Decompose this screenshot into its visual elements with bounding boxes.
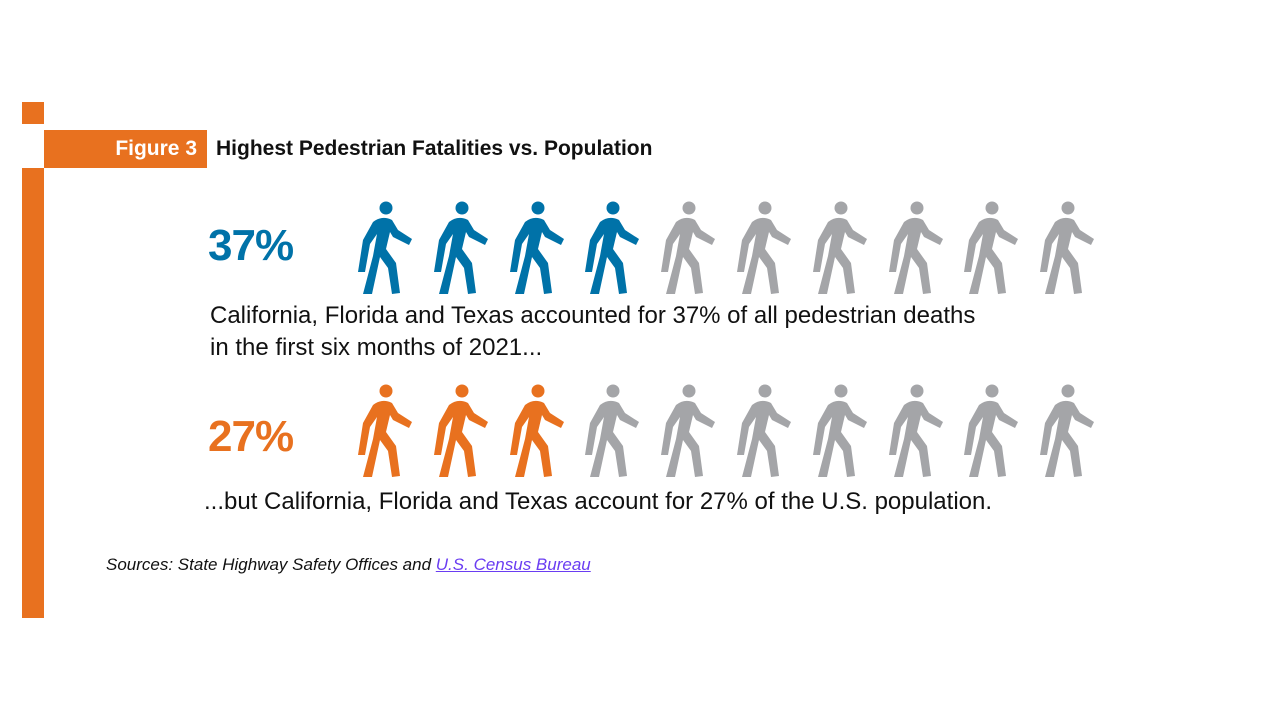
pedestrian-icon — [433, 384, 488, 477]
pedestrian-icon — [1040, 201, 1095, 294]
row-1-percentage: 37% — [208, 221, 294, 270]
pedestrian-icon — [661, 201, 716, 294]
accent-bar-top — [22, 102, 44, 124]
row-2-caption: ...but California, Florida and Texas acc… — [204, 486, 992, 518]
pedestrian-icon — [888, 201, 943, 294]
sources-note: Sources: State Highway Safety Offices an… — [106, 555, 591, 575]
pedestrian-icon — [509, 384, 564, 477]
row-2-pictograph — [352, 383, 1102, 483]
census-bureau-link[interactable]: U.S. Census Bureau — [435, 555, 591, 574]
pedestrian-icon — [585, 384, 640, 477]
row-2-caption-line-1: ...but California, Florida and Texas acc… — [204, 488, 993, 515]
pedestrian-icon — [509, 201, 564, 294]
pedestrian-icon — [358, 201, 412, 294]
pedestrian-icon — [737, 201, 791, 294]
pedestrian-icon — [433, 201, 488, 294]
pedestrian-icon — [585, 201, 640, 294]
figure-title: Highest Pedestrian Fatalities vs. Popula… — [216, 137, 653, 160]
row-1-caption-line-2: in the first six months of 2021... — [210, 334, 543, 361]
pedestrian-icon — [661, 384, 716, 477]
row-2-percentage: 27% — [208, 412, 294, 461]
accent-bar-left — [22, 168, 44, 618]
pedestrian-icon — [358, 384, 412, 477]
row-1-caption: California, Florida and Texas accounted … — [210, 300, 975, 364]
pedestrian-icon — [737, 384, 791, 477]
pedestrian-icon — [1040, 384, 1095, 477]
pedestrian-icon — [888, 384, 943, 477]
row-1-pictograph — [352, 200, 1102, 300]
pedestrian-icon — [812, 201, 867, 294]
pedestrian-icon — [812, 384, 867, 477]
pedestrian-icon — [964, 384, 1019, 477]
pedestrian-icon — [964, 201, 1019, 294]
sources-text: Sources: State Highway Safety Offices an… — [106, 555, 436, 574]
figure-label: Figure 3 — [44, 130, 207, 168]
row-1-caption-line-1: California, Florida and Texas accounted … — [210, 302, 976, 329]
